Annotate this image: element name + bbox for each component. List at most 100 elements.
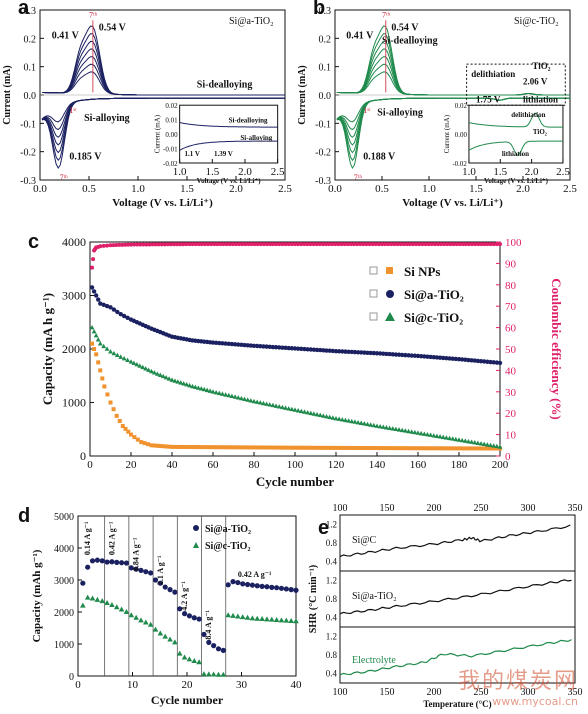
panel-e-curve <box>339 639 572 676</box>
panel-c-point-si-nps <box>311 445 316 450</box>
panel-c-point-ce <box>233 242 238 247</box>
panel-c-point-ce <box>324 242 329 247</box>
panel-c-point-ce <box>246 242 251 247</box>
panel-d-y-ticklabel: 2000 <box>54 608 74 619</box>
panel-c-point-ce <box>150 242 155 247</box>
panel-c-point-ce <box>255 242 260 247</box>
panel-c-point-si-a-tio2 <box>349 349 354 355</box>
panel-d-point-si-a-tio2 <box>89 558 96 564</box>
panel-b-y-ticklabel: -0.3 <box>315 176 331 187</box>
panel-c-point-si-a-tio2 <box>321 348 326 353</box>
panel-c-point-si-a-tio2 <box>485 359 490 364</box>
panel-c-point-si-nps <box>120 424 125 429</box>
panel-c-point-si-c-tio2 <box>178 380 184 385</box>
panel-c-point-si-a-tio2 <box>409 353 414 358</box>
panel-d-x-ticklabel: 30 <box>236 679 248 691</box>
panel-d-point-si-a-tio2 <box>128 565 134 571</box>
panel-a-y-ticklabel: -0.1 <box>20 119 36 130</box>
panel-c-point-si-nps <box>491 446 496 451</box>
panel-e-top-ticklabel: 150 <box>380 503 395 514</box>
panel-c-point-si-a-tio2 <box>333 348 339 354</box>
panel-c-point-si-a-tio2 <box>330 348 336 354</box>
panel-c-point-ce <box>376 242 381 247</box>
panel-c-point-si-nps <box>428 446 433 451</box>
panel-a-annotation: 0.41 V <box>52 30 80 41</box>
panel-c-point-ce <box>488 242 493 247</box>
panel-c-point-si-nps <box>135 437 140 442</box>
panel-c-point-si-nps <box>467 446 472 451</box>
panel-c-point-si-nps <box>142 441 147 446</box>
panel-a-inset-x-ticklabel: 1.0 <box>173 166 187 178</box>
panel-e-ylabel: SHR (°C min⁻¹) <box>308 565 319 633</box>
panel-d-point-si-c-tio2 <box>210 671 217 677</box>
panel-c-point-ce <box>435 242 440 247</box>
panel-c-point-ce <box>293 242 297 247</box>
panel-a-x-ticklabel: 2.0 <box>229 183 243 195</box>
panel-c-point-si-nps <box>357 445 362 450</box>
panel-c-point-ce <box>101 243 106 248</box>
panel-b-xlabel: Voltage (V vs. Li/Li⁺) <box>402 197 503 209</box>
panel-c-point-si-a-tio2 <box>236 342 241 347</box>
panel-a-xlabel: Voltage (V vs. Li/Li⁺) <box>112 197 213 209</box>
panel-c-point-ce <box>206 242 211 247</box>
panel-c-point-si-c-tio2 <box>327 414 333 420</box>
panel-a-y-ticklabel: 0.3 <box>24 6 37 17</box>
panel-c-point-ce <box>159 242 164 247</box>
panel-a-inset-x-ticklabel: 2.5 <box>271 166 285 178</box>
panel-c-point-ce <box>364 242 369 247</box>
panel-a-annotation: 0.54 V <box>99 23 127 34</box>
panel-b-annotation: TiO₂ <box>532 61 550 71</box>
panel-a-inset-cathodic <box>179 140 278 151</box>
panel-d-point-si-a-tio2 <box>181 611 188 617</box>
panel-c-point-si-nps <box>164 444 169 449</box>
panel-c-point-si-c-tio2 <box>152 370 157 375</box>
panel-c-point-si-nps <box>470 446 475 451</box>
panel-c-point-si-nps <box>226 445 231 450</box>
panel-c-point-si-a-tio2 <box>406 353 411 358</box>
panel-c-point-si-nps <box>366 446 371 451</box>
panel-d-point-si-c-tio2 <box>113 604 120 610</box>
panel-c-point-si-nps <box>332 445 337 450</box>
panel-b-x-ticklabel: 0.0 <box>328 183 342 195</box>
panel-c-point-si-nps <box>473 446 478 451</box>
panel-c-point-si-nps <box>105 392 110 397</box>
panel-c-point-si-nps <box>214 445 219 450</box>
panel-d-xlabel: Cycle number <box>151 693 224 707</box>
panel-d-point-si-c-tio2 <box>264 616 270 622</box>
panel-c-point-si-nps <box>296 445 301 450</box>
panel-c-point-si-c-tio2 <box>428 432 434 437</box>
panel-a-inset-ticklabel: -0.01 <box>163 146 178 154</box>
panel-c-point-ce <box>120 242 125 247</box>
panel-c-y2-ticklabel: 80 <box>505 280 517 292</box>
panel-c-point-si-c-tio2 <box>195 385 201 390</box>
panel-c-y2-ticklabel: 20 <box>505 408 517 420</box>
panel-d-y-ticklabel: 1000 <box>54 640 74 651</box>
panel-d-point-si-c-tio2 <box>123 609 130 614</box>
panel-c-point-si-a-tio2 <box>318 347 323 353</box>
panel-c-point-si-a-tio2 <box>229 341 235 347</box>
panel-d-point-si-a-tio2 <box>293 587 299 593</box>
panel-c-point-ce <box>438 242 443 247</box>
panel-a-inset-x-ticklabel: 1.5 <box>205 166 219 178</box>
panel-c-point-si-c-tio2 <box>390 426 396 431</box>
panel-e-ticklabel: 0.8 <box>326 538 338 548</box>
panel-c-point-si-c-tio2 <box>437 434 443 439</box>
panel-c-point-si-c-tio2 <box>314 411 320 417</box>
panel-c-point-si-a-tio2 <box>422 354 427 359</box>
panel-c-point-si-a-tio2 <box>121 313 127 319</box>
panel-b-inset-ticklabel: 0.02 <box>455 102 468 110</box>
panel-c-point-si-a-tio2 <box>292 346 298 351</box>
panel-c-point-si-nps <box>406 446 411 451</box>
panel-e-bottom-ticklabel: 300 <box>521 687 536 698</box>
panel-c-point-ce <box>172 242 177 247</box>
panel-c-point-ce <box>482 242 487 247</box>
panel-c-point-si-c-tio2 <box>308 410 314 416</box>
panel-c-point-ce <box>386 242 391 247</box>
panel-c-point-si-nps <box>416 446 420 451</box>
panel-b-inset-ylabel: Current (mA) <box>443 114 451 153</box>
panel-c-point-ce <box>105 243 110 248</box>
panel-d-point-si-c-tio2 <box>89 595 96 601</box>
panel-c-point-ce <box>417 242 422 247</box>
panel-c-point-ce <box>138 242 143 247</box>
panel-c-point-ce <box>423 242 428 247</box>
